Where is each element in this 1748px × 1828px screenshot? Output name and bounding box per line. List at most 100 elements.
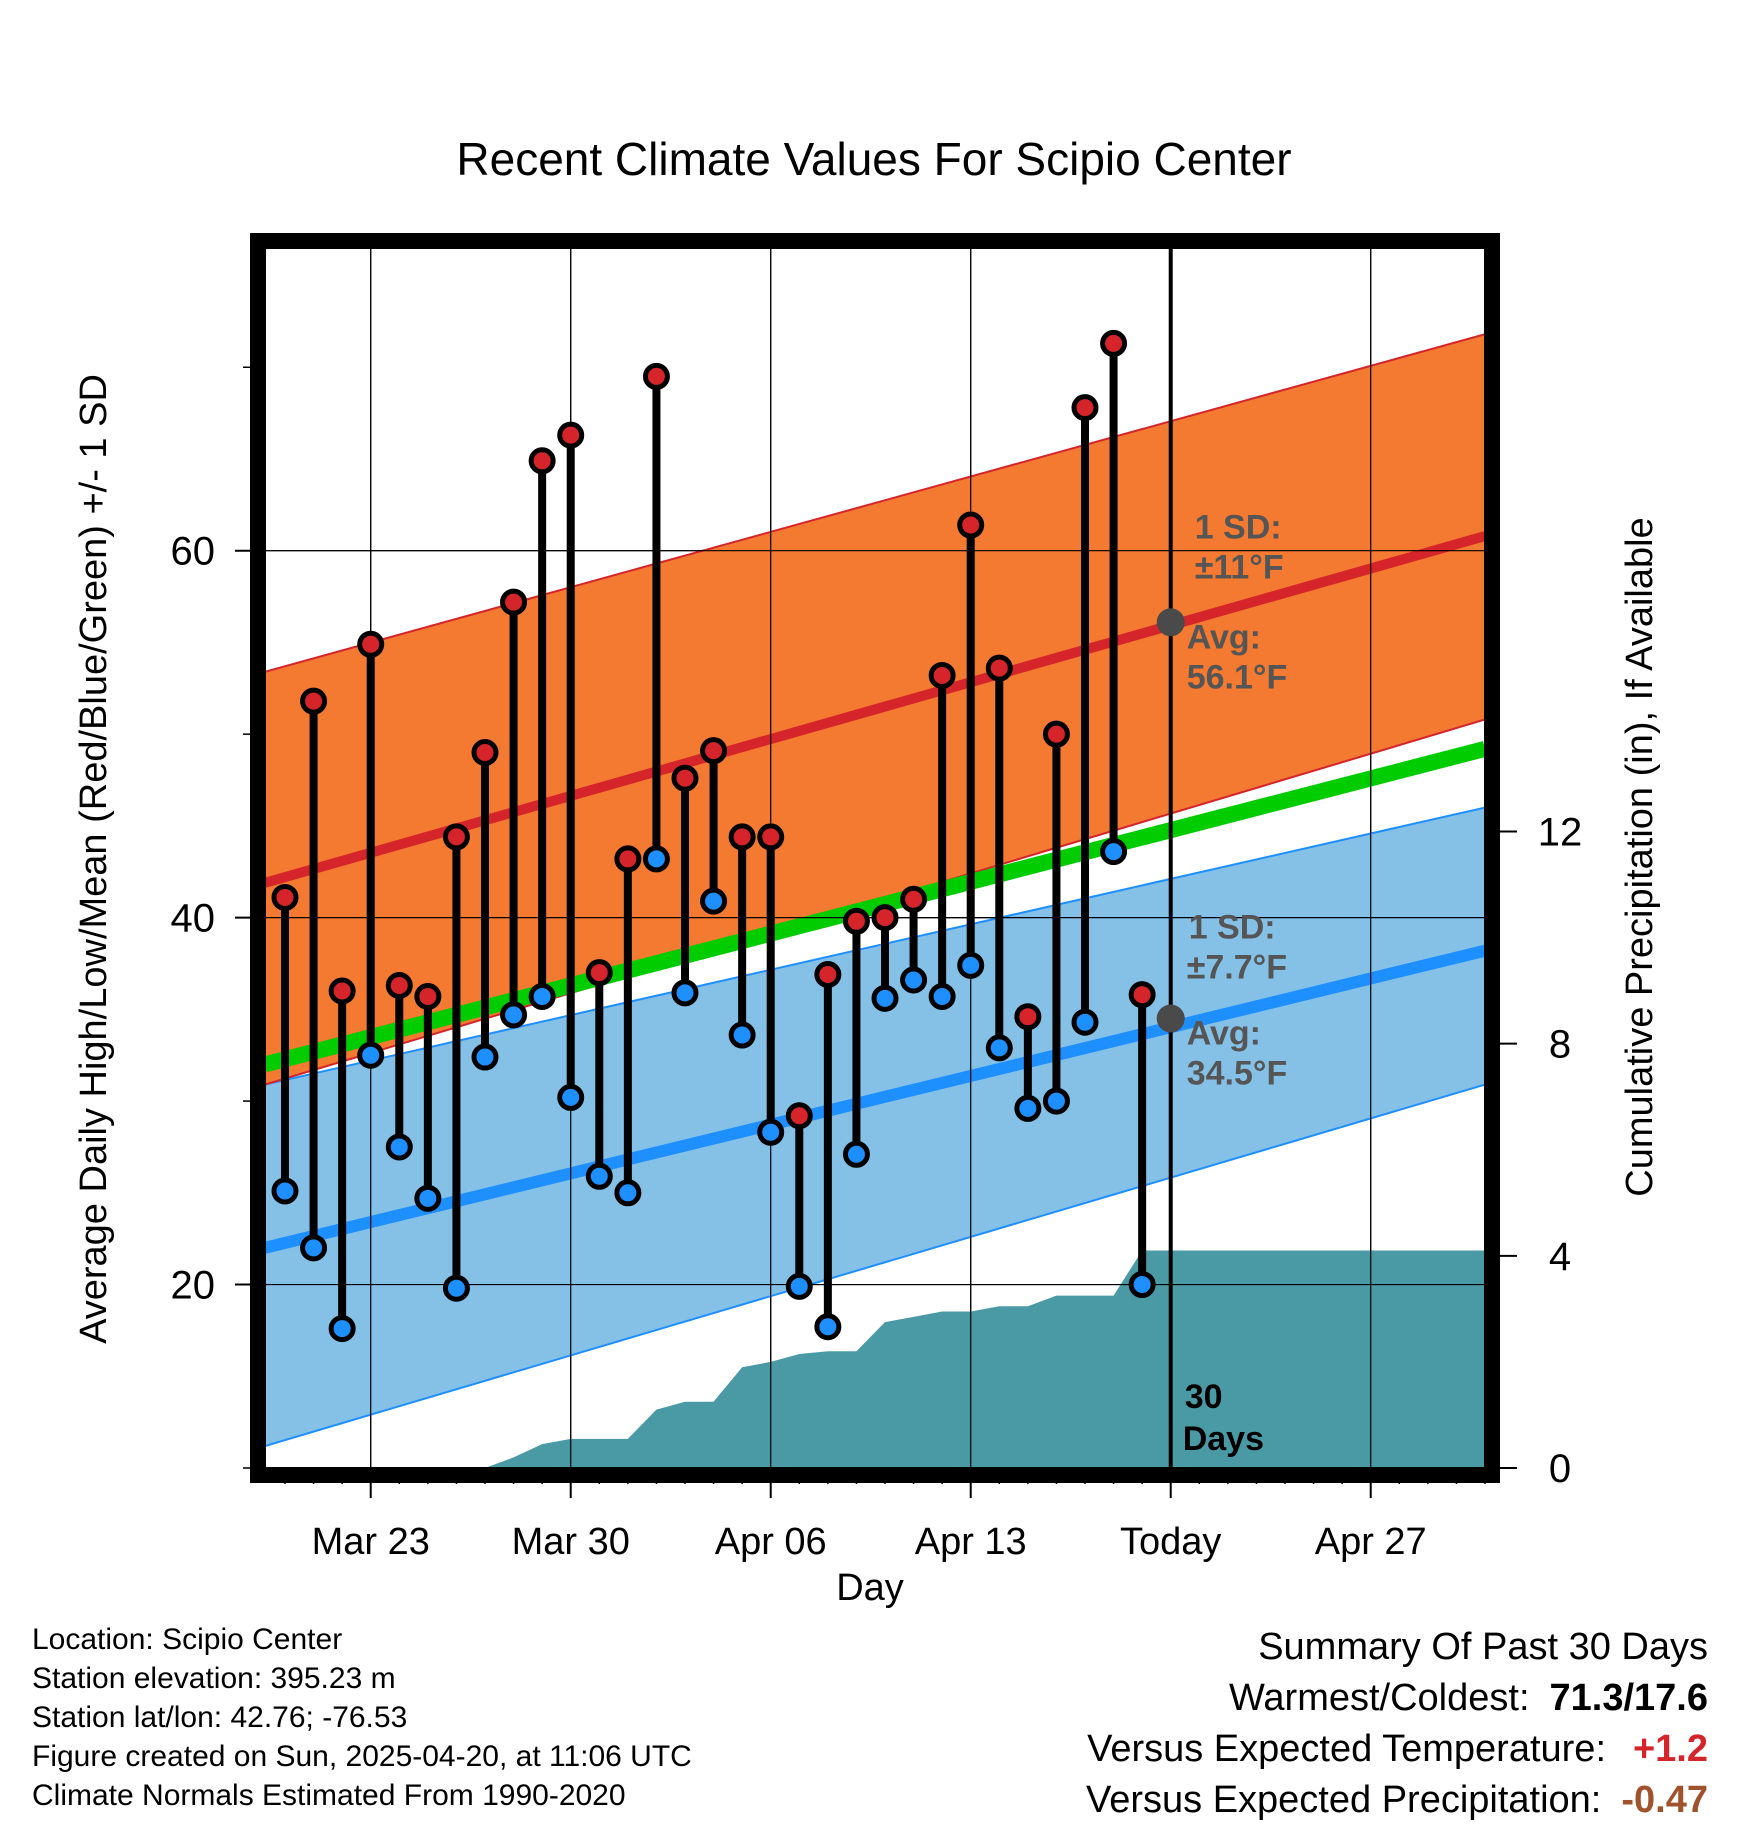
observed-high-point [842,907,870,935]
observed-low-point [500,1001,528,1029]
plot-frame [250,233,1500,1483]
observed-high-point [414,983,442,1011]
observed-high-point [328,977,356,1005]
days-count: 30 [1185,1378,1223,1416]
elevation-text: Station elevation: 395.23 m [32,1662,396,1695]
y-tick-label: 60 [171,530,216,574]
observed-high-point [985,654,1013,682]
observed-low-point [1100,838,1128,866]
low-avg-marker [1156,1004,1185,1033]
low-sd-value: ±7.7°F [1187,949,1287,987]
warm-cold-value: 71.3/17.6 [1549,1677,1708,1719]
observed-low-point [900,966,928,994]
observed-low-point [785,1272,813,1300]
observed-low-point [414,1184,442,1212]
location-text: Location: Scipio Center [32,1623,343,1656]
precip-label: Versus Expected Precipitation: [1085,1779,1602,1821]
observed-low-point [328,1315,356,1343]
observed-high-point [442,823,470,851]
low-avg-label: Avg: [1187,1015,1261,1053]
observed-high-point [471,739,499,767]
observed-low-point [557,1083,585,1111]
precip-value: -0.47 [1621,1779,1708,1821]
x-tick-label: Today [1120,1521,1221,1563]
warm-cold-label: Warmest/Coldest: [1228,1677,1530,1719]
avg-high-line [265,531,1485,888]
y-axis-label: Average Daily High/Low/Mean (Red/Blue/Gr… [73,374,115,1344]
observed-high-point [957,511,985,539]
observed-low-point [1014,1094,1042,1122]
observed-low-point [957,951,985,979]
observed-high-point [671,764,699,792]
precip-row: Versus Expected Precipitation: -0.47 [1086,1775,1708,1826]
low-sd-label: 1 SD: [1189,909,1276,947]
high-sd-upper [265,333,1485,673]
observed-low-point [757,1118,785,1146]
high-avg-marker [1156,608,1185,637]
observed-high-point [785,1102,813,1130]
normals-text: Climate Normals Estimated From 1990-2020 [32,1779,626,1812]
observed-high-point [728,823,756,851]
days-word: Days [1183,1420,1264,1458]
low-avg-value: 34.5°F [1187,1055,1288,1093]
x-tick-label: Mar 30 [512,1521,630,1563]
observed-high-point [1071,394,1099,422]
observed-low-point [528,983,556,1011]
observed-high-point [700,737,728,765]
y2-tick-label: 0 [1549,1447,1571,1491]
summary-heading: Summary Of Past 30 Days [1258,1626,1708,1668]
y2-tick-label: 12 [1538,810,1583,854]
warm-cold-row: Warmest/Coldest: 71.3/17.6 [1086,1673,1708,1724]
observed-low-point [271,1177,299,1205]
station-info: Location: Scipio Center Station elevatio… [32,1620,692,1815]
observed-high-point [500,588,528,616]
observed-high-point [900,885,928,913]
observed-low-point [1071,1008,1099,1036]
x-tick-label: Apr 06 [715,1521,827,1563]
observed-low-point [700,887,728,915]
y2-tick-label: 8 [1549,1023,1571,1067]
y-tick-label: 20 [171,1264,216,1308]
observed-high-point [271,883,299,911]
observed-high-point [1100,329,1128,357]
observed-low-point [1042,1087,1070,1115]
created-text: Figure created on Sun, 2025-04-20, at 11… [32,1740,692,1773]
latlon-text: Station lat/lon: 42.76; -76.53 [32,1701,408,1734]
observed-low-point [671,979,699,1007]
observed-low-point [928,983,956,1011]
observed-low-point [614,1179,642,1207]
observed-low-point [471,1043,499,1071]
x-tick-label: Apr 13 [915,1521,1027,1563]
high-avg-value: 56.1°F [1187,658,1288,696]
low-sd-lower [265,1083,1485,1447]
x-axis-label: Day [836,1567,904,1609]
observed-high-point [757,823,785,851]
temp-label: Versus Expected Temperature: [1087,1728,1606,1770]
observed-low-point [728,1021,756,1049]
observed-low-point [385,1133,413,1161]
observed-low-point [842,1140,870,1168]
y-tick-label: 40 [171,897,216,941]
low-sd-upper [265,806,1485,1086]
observed-low-point [585,1162,613,1190]
temp-row: Versus Expected Temperature: +1.2 [1086,1724,1708,1775]
observed-high-point [585,959,613,987]
observed-low-point [985,1034,1013,1062]
high-sd-label: 1 SD: [1195,508,1282,546]
observed-low-point [357,1041,385,1069]
chart-title: Recent Climate Values For Scipio Center [456,133,1291,185]
observed-high-point [642,362,670,390]
observed-high-point [1014,1003,1042,1031]
observed-low-point [871,984,899,1012]
observed-high-point [528,447,556,475]
precip-area [265,1250,1485,1468]
low-sd-band [265,807,1485,1446]
observed-low-point [1128,1271,1156,1299]
x-tick-label: Mar 23 [312,1521,430,1563]
temp-value: +1.2 [1632,1728,1708,1770]
observed-high-point [928,661,956,689]
x-tick-label: Apr 27 [1315,1521,1427,1563]
observed-low-point [300,1234,328,1262]
avg-low-line [265,944,1485,1254]
observed-low-point [814,1313,842,1341]
